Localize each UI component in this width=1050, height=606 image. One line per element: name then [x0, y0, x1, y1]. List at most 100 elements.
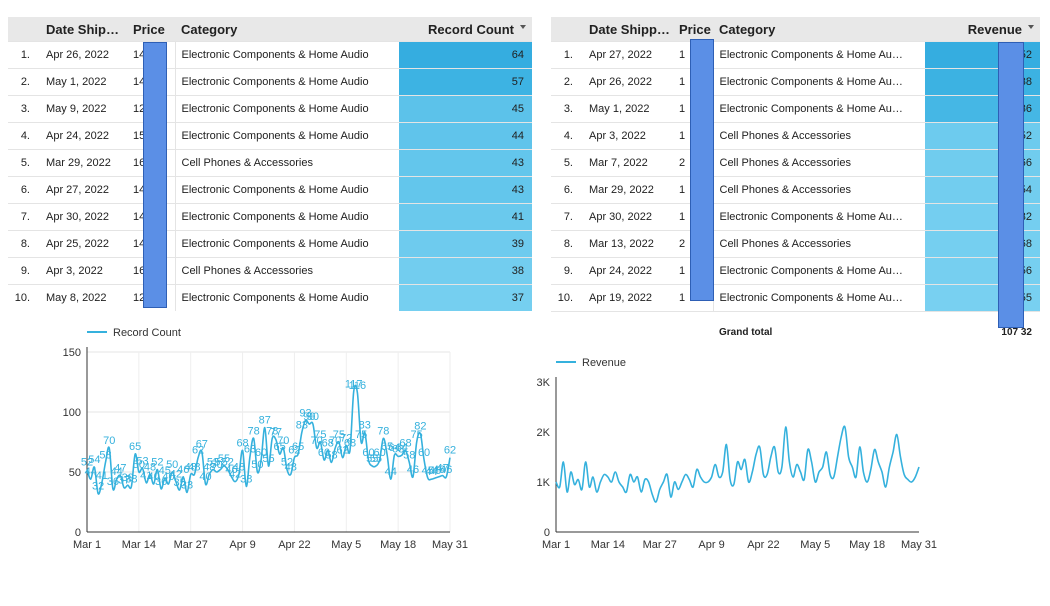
row-index: 9. — [8, 257, 40, 285]
data-label: 45 — [159, 465, 171, 477]
redaction-box — [690, 39, 714, 301]
data-label: 83 — [359, 419, 371, 431]
x-tick-label: Apr 22 — [747, 539, 779, 551]
data-label: 55 — [262, 453, 274, 465]
data-label: 42 — [229, 469, 241, 481]
date-cell: Apr 19, 2022 — [583, 284, 673, 312]
column-header-price[interactable]: Price — [127, 17, 175, 42]
data-label: 70 — [329, 435, 341, 447]
data-label: 70 — [311, 435, 323, 447]
grand-total-row: Grand total 107 32 — [551, 311, 1040, 352]
data-label: 46 — [225, 464, 237, 476]
data-label: 42 — [170, 469, 182, 481]
table-row[interactable]: 1. Apr 27, 2022 1 Electronic Components & H… — [551, 41, 1040, 69]
table-row[interactable]: 4. Apr 3, 2022 1 Cell Phones & Accessories 5… — [551, 122, 1040, 150]
metric-value-cell: 43 — [399, 149, 532, 177]
data-label: 44 — [85, 466, 97, 478]
data-label: 83 — [296, 419, 308, 431]
grand-total-label: Grand total — [713, 311, 925, 352]
row-index: 6. — [8, 176, 40, 204]
table-row[interactable]: 1. Apr 26, 2022 14 Electronic Components & … — [8, 41, 532, 69]
date-cell: Apr 24, 2022 — [583, 257, 673, 285]
sort-desc-icon[interactable] — [520, 25, 526, 29]
data-label: 75 — [355, 429, 367, 441]
date-cell: Apr 3, 2022 — [40, 257, 127, 285]
metric-value-cell: 37 — [399, 284, 532, 311]
data-label: 46 — [440, 464, 452, 476]
category-cell: Electronic Components & Home Audio — [174, 176, 399, 204]
table-row[interactable]: 2. Apr 26, 2022 1 Electronic Components & H… — [551, 68, 1040, 96]
column-header-price[interactable]: Price — [673, 17, 713, 42]
data-label: 90 — [303, 411, 315, 423]
sort-desc-icon[interactable] — [1028, 25, 1034, 29]
data-label: 48 — [185, 461, 197, 473]
table-row[interactable]: 10. May 8, 2022 12 Electronic Components & … — [8, 284, 532, 311]
data-label: 50 — [133, 459, 145, 471]
table-row[interactable]: 8. Apr 25, 2022 14 Electronic Components & … — [8, 230, 532, 258]
data-label: 60 — [373, 447, 385, 459]
redaction-box — [998, 42, 1024, 328]
data-label: 64 — [388, 442, 400, 454]
category-cell: Electronic Components & Home Audio — [174, 41, 399, 69]
column-header-revenue[interactable]: Revenue — [925, 17, 1040, 42]
table-row[interactable]: 5. Mar 7, 2022 2 Cell Phones & Accessories 6… — [551, 149, 1040, 177]
table-body: 1. Apr 26, 2022 14 Electronic Components & … — [8, 41, 532, 311]
category-cell: Cell Phones & Accessories — [174, 257, 399, 285]
y-tick-label: 1K — [537, 477, 551, 489]
table-row[interactable]: 3. May 9, 2022 12 Electronic Components & H… — [8, 95, 532, 123]
date-cell: May 1, 2022 — [40, 68, 127, 96]
data-label: 52 — [207, 457, 219, 469]
data-label: 116 — [349, 380, 367, 392]
date-cell: Mar 13, 2022 — [583, 230, 673, 258]
x-tick-label: Mar 27 — [643, 539, 677, 551]
data-label: 54 — [88, 454, 100, 466]
data-label: 41 — [96, 470, 108, 482]
column-header-category[interactable]: Category — [175, 17, 399, 42]
table-row[interactable]: 5. Mar 29, 2022 16 Cell Phones & Accessorie… — [8, 149, 532, 177]
column-header-record-count[interactable]: Record Count — [399, 17, 532, 42]
table-row[interactable]: 6. Mar 29, 2022 1 Cell Phones & Accessories… — [551, 176, 1040, 204]
row-index: 7. — [551, 203, 583, 231]
table-row[interactable]: 9. Apr 3, 2022 16 Cell Phones & Accessories… — [8, 257, 532, 285]
table-header-row: Date Shipp… Price Category Revenue — [551, 17, 1040, 42]
data-label: 70 — [103, 435, 115, 447]
y-tick-label: 2K — [537, 427, 551, 439]
date-cell: May 8, 2022 — [40, 284, 127, 311]
data-label: 52 — [151, 457, 163, 469]
table-row[interactable]: 4. Apr 24, 2022 15 Electronic Components & … — [8, 122, 532, 150]
category-cell: Electronic Components & Home Au… — [712, 95, 925, 123]
category-cell: Electronic Components & Home Audio — [174, 284, 399, 311]
data-label: 47 — [436, 463, 448, 475]
data-label: 40 — [199, 471, 211, 483]
table-row[interactable]: 6. Apr 27, 2022 14 Electronic Components & … — [8, 176, 532, 204]
revenue-line-chart: Revenue 0 1K 2K 3K Mar 1 Mar 14 Mar 27 Apr 9 Apr … — [537, 357, 938, 551]
date-cell: Apr 24, 2022 — [40, 122, 127, 150]
table-row[interactable]: 3. May 1, 2022 1 Electronic Components & Ho… — [551, 95, 1040, 123]
table-row[interactable]: 2. May 1, 2022 14 Electronic Components & H… — [8, 68, 532, 96]
date-cell: Apr 26, 2022 — [40, 41, 127, 69]
table-row[interactable]: 8. Mar 13, 2022 2 Cell Phones & Accessories… — [551, 230, 1040, 258]
column-header-date-shipped[interactable]: Date Shipp… — [583, 17, 673, 42]
data-label: 58 — [403, 449, 415, 461]
table-body: 1. Apr 27, 2022 1 Electronic Components & H… — [551, 41, 1040, 352]
data-label: 82 — [414, 421, 426, 433]
column-header-category[interactable]: Category — [713, 17, 925, 42]
date-cell: Mar 29, 2022 — [40, 149, 127, 177]
column-header-date-shipped[interactable]: Date Ship… — [40, 17, 127, 42]
column-header-index — [8, 17, 40, 42]
row-index: 2. — [8, 68, 40, 96]
table-row[interactable]: 10. Apr 19, 2022 1 Electronic Components & … — [551, 284, 1040, 312]
date-cell: Apr 30, 2022 — [583, 203, 673, 231]
y-tick-label: 0 — [75, 527, 81, 539]
table-row[interactable]: 9. Apr 24, 2022 1 Electronic Components & H… — [551, 257, 1040, 285]
date-cell: Apr 30, 2022 — [40, 203, 127, 231]
table-row[interactable]: 7. Apr 30, 2022 1 Electronic Components & H… — [551, 203, 1040, 231]
table-row[interactable]: 7. Apr 30, 2022 14 Electronic Components & … — [8, 203, 532, 231]
data-label: 68 — [399, 437, 411, 449]
x-tick-label: Mar 1 — [542, 539, 570, 551]
metric-value-cell: 39 — [399, 230, 532, 258]
data-label: 48 — [144, 461, 156, 473]
row-index: 8. — [8, 230, 40, 258]
row-index: 1. — [8, 41, 40, 69]
x-tick-label: Mar 27 — [174, 539, 208, 551]
